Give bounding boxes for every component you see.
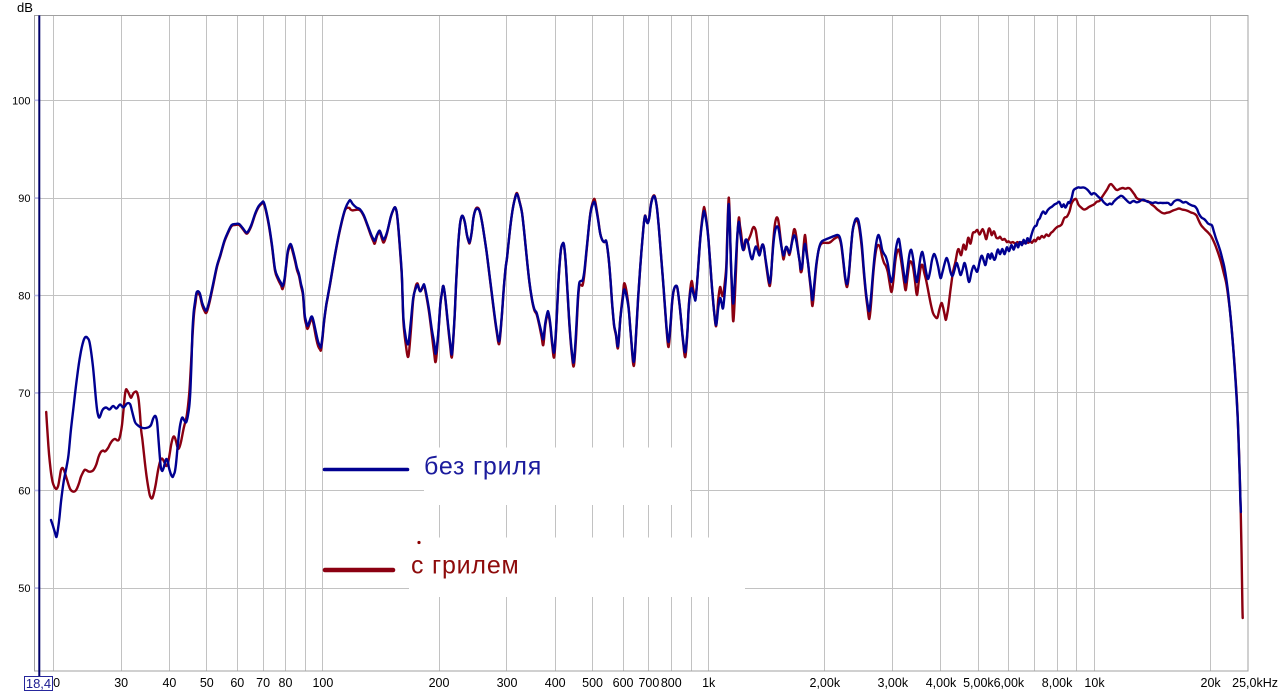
svg-text:без гриля: без гриля: [424, 453, 542, 481]
svg-text:90: 90: [18, 193, 30, 205]
svg-text:300: 300: [497, 676, 518, 690]
svg-text:600: 600: [613, 676, 634, 690]
svg-text:30: 30: [114, 676, 128, 690]
svg-text:40: 40: [162, 676, 176, 690]
svg-text:400: 400: [545, 676, 566, 690]
svg-text:20k: 20k: [1201, 676, 1222, 690]
svg-text:800: 800: [661, 676, 682, 690]
svg-text:80: 80: [279, 676, 293, 690]
svg-text:60: 60: [18, 486, 30, 498]
svg-text:4,00k: 4,00k: [926, 676, 957, 690]
svg-text:200: 200: [429, 676, 450, 690]
svg-text:5,00k: 5,00k: [963, 676, 994, 690]
svg-text:1k: 1k: [702, 676, 716, 690]
svg-text:25,0kHz: 25,0kHz: [1232, 676, 1278, 690]
svg-text:100: 100: [12, 96, 30, 108]
svg-text:500: 500: [582, 676, 603, 690]
svg-text:10k: 10k: [1084, 676, 1105, 690]
svg-text:50: 50: [18, 583, 30, 595]
svg-text:80: 80: [18, 291, 30, 303]
svg-text:50: 50: [200, 676, 214, 690]
svg-text:3,00k: 3,00k: [878, 676, 909, 690]
svg-text:dB: dB: [17, 0, 33, 15]
svg-text:6,00k: 6,00k: [994, 676, 1025, 690]
svg-text:700: 700: [638, 676, 659, 690]
svg-text:18,4: 18,4: [26, 676, 51, 691]
svg-text:100: 100: [312, 676, 333, 690]
svg-text:8,00k: 8,00k: [1042, 676, 1073, 690]
svg-text:с грилем: с грилем: [411, 552, 520, 580]
svg-text:2,00k: 2,00k: [810, 676, 841, 690]
svg-text:70: 70: [18, 388, 30, 400]
svg-text:60: 60: [230, 676, 244, 690]
svg-text:70: 70: [256, 676, 270, 690]
